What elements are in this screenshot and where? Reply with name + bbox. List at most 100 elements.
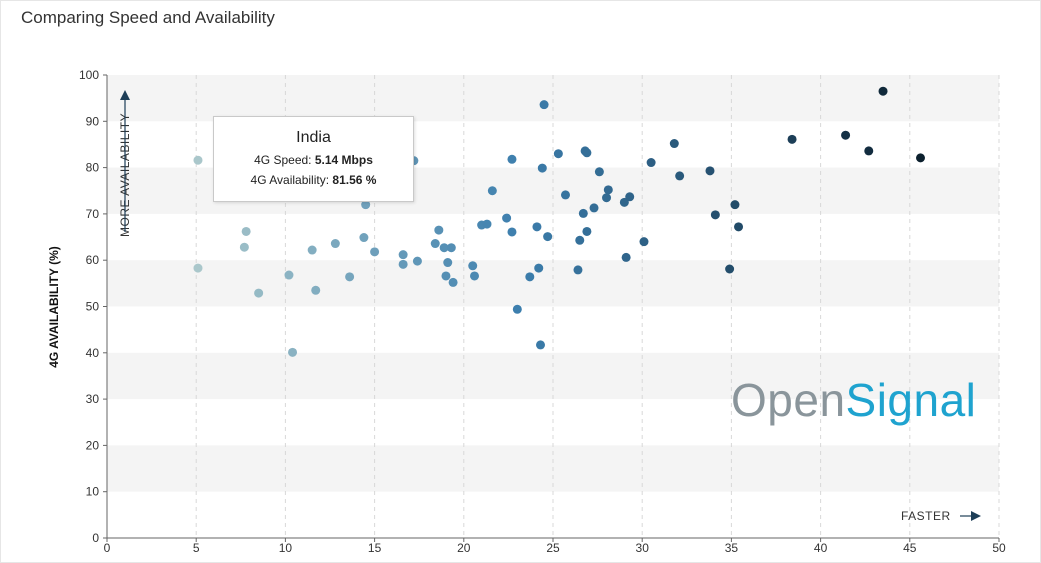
data-point[interactable]: [582, 226, 592, 236]
data-point[interactable]: [412, 256, 422, 266]
y-tick-label: 100: [79, 68, 99, 82]
data-point[interactable]: [841, 130, 851, 140]
data-point[interactable]: [575, 235, 585, 245]
data-point[interactable]: [553, 149, 563, 159]
data-point[interactable]: [537, 163, 547, 173]
x-tick-label: 0: [104, 541, 111, 555]
data-point[interactable]: [603, 185, 613, 195]
logo-part-2: Signal: [845, 374, 977, 426]
data-point[interactable]: [193, 155, 203, 165]
y-tick-label: 90: [86, 114, 100, 128]
data-point[interactable]: [330, 239, 340, 249]
data-point[interactable]: [482, 219, 492, 229]
data-point[interactable]: [502, 213, 512, 223]
data-point[interactable]: [532, 222, 542, 232]
data-point[interactable]: [443, 258, 453, 268]
data-point[interactable]: [288, 347, 298, 357]
y-tick-label: 0: [92, 531, 99, 545]
data-point[interactable]: [594, 167, 604, 177]
x-tick-label: 40: [814, 541, 828, 555]
opensignal-logo: OpenSignal: [731, 373, 976, 427]
data-point[interactable]: [864, 146, 874, 156]
x-tick-label: 15: [368, 541, 382, 555]
y-tick-label: 50: [86, 300, 100, 314]
data-point[interactable]: [710, 210, 720, 220]
data-point[interactable]: [573, 265, 583, 275]
data-point[interactable]: [625, 192, 635, 202]
data-point[interactable]: [512, 304, 522, 314]
data-point[interactable]: [639, 237, 649, 247]
data-point[interactable]: [734, 222, 744, 232]
x-tick-labels: 0 5 10 15 20 25 30 35 40 45 50: [104, 538, 1006, 555]
data-point[interactable]: [646, 158, 656, 168]
data-point[interactable]: [539, 100, 549, 110]
data-point[interactable]: [536, 340, 546, 350]
data-point[interactable]: [470, 271, 480, 281]
y-tick-label: 80: [86, 161, 100, 175]
data-point[interactable]: [446, 243, 456, 253]
data-points[interactable]: [193, 86, 926, 357]
x-tick-label: 30: [636, 541, 650, 555]
data-point[interactable]: [507, 227, 517, 237]
more-availability-hint: MORE AVAILABILITY: [118, 90, 132, 237]
data-point[interactable]: [582, 148, 592, 158]
data-point[interactable]: [916, 153, 926, 163]
x-tick-label: 45: [903, 541, 917, 555]
data-point[interactable]: [669, 139, 679, 149]
data-point[interactable]: [241, 226, 251, 236]
data-point[interactable]: [589, 203, 599, 213]
logo-part-1: Open: [731, 374, 846, 426]
faster-label: FASTER: [901, 509, 951, 523]
data-point[interactable]: [468, 261, 478, 271]
data-point[interactable]: [434, 225, 444, 235]
data-point[interactable]: [619, 197, 629, 207]
data-point[interactable]: [560, 190, 570, 200]
vertical-gridlines: [195, 75, 1000, 538]
x-tick-label: 35: [725, 541, 739, 555]
data-point[interactable]: [441, 271, 451, 281]
data-point[interactable]: [361, 200, 371, 210]
data-point[interactable]: [398, 259, 408, 269]
chart-title: Comparing Speed and Availability: [21, 8, 275, 27]
data-point[interactable]: [193, 263, 203, 273]
faster-hint: FASTER: [901, 509, 981, 523]
data-point[interactable]: [675, 171, 685, 181]
data-point[interactable]: [487, 186, 497, 196]
data-point[interactable]: [430, 239, 440, 249]
data-point[interactable]: [345, 272, 355, 282]
data-point[interactable]: [439, 243, 449, 253]
data-point[interactable]: [284, 270, 294, 280]
data-point[interactable]: [730, 200, 740, 210]
data-point[interactable]: [787, 134, 797, 144]
y-tick-label: 60: [86, 253, 100, 267]
data-point[interactable]: [307, 245, 317, 255]
data-point[interactable]: [311, 285, 321, 295]
x-tick-label: 10: [279, 541, 293, 555]
data-point[interactable]: [725, 264, 735, 274]
data-point[interactable]: [578, 208, 588, 218]
tooltip: India 4G Speed: 5.14 Mbps 4G Availabilit…: [213, 116, 414, 202]
data-point[interactable]: [448, 277, 458, 287]
data-point[interactable]: [543, 232, 553, 242]
data-point[interactable]: [621, 252, 631, 262]
data-point[interactable]: [878, 86, 888, 96]
tooltip-speed-value: 5.14 Mbps: [314, 153, 373, 167]
data-point[interactable]: [239, 242, 249, 252]
data-point[interactable]: [398, 250, 408, 260]
data-point[interactable]: [602, 193, 612, 203]
data-point[interactable]: [525, 272, 535, 282]
tooltip-speed-row: 4G Speed: 5.14 Mbps: [214, 153, 413, 167]
x-tick-label: 20: [457, 541, 471, 555]
x-tick-label: 5: [193, 541, 200, 555]
right-arrowhead-icon: [971, 511, 981, 521]
y-tick-labels: 0 10 20 30 40 50 60 70 80 90 100: [79, 68, 107, 545]
data-point[interactable]: [254, 288, 264, 298]
data-point[interactable]: [507, 154, 517, 164]
tooltip-availability-label: 4G Availability:: [250, 173, 330, 187]
data-point[interactable]: [705, 166, 715, 176]
data-point[interactable]: [370, 247, 380, 257]
grid-band: [107, 352, 999, 400]
data-point[interactable]: [534, 263, 544, 273]
data-point[interactable]: [359, 233, 369, 243]
